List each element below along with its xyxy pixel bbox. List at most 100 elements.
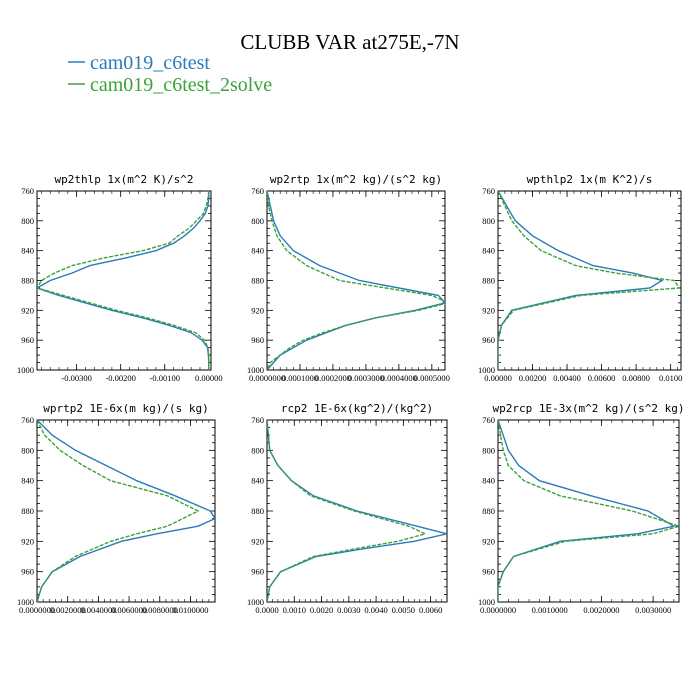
y-tick-label: 840 [482, 246, 495, 256]
y-tick-label: 880 [21, 276, 34, 286]
plot-frame [36, 419, 216, 603]
panel-1: wp2thlp 1x(m^2 K)/s^2 760 800 840 880 920 960 1… [17, 173, 223, 383]
y-tick-label: 880 [21, 506, 34, 516]
plot-frame [497, 419, 680, 603]
series-line-2 [267, 191, 445, 370]
panel-title: rcp2 1E-6x(kg^2)/(kg^2) [281, 402, 433, 415]
x-tick-label: 0.0020000 [583, 605, 619, 615]
y-tick-label: 960 [21, 335, 34, 345]
panels-group: wp2thlp 1x(m^2 K)/s^2 760 800 840 880 920 960 1… [17, 173, 685, 615]
series-line-1 [37, 420, 215, 602]
y-tick-label: 800 [251, 445, 264, 455]
y-tick-label: 920 [251, 536, 264, 546]
series-line-2 [267, 420, 428, 602]
panel-title: wp2thlp 1x(m^2 K)/s^2 [54, 173, 193, 186]
legend: cam019_c6test cam019_c6test_2solve [68, 52, 272, 96]
x-tick-label: 0.0002000 [315, 373, 351, 383]
x-tick-label: 0.0000000 [480, 605, 516, 615]
x-tick-label: 0.0030 [337, 605, 360, 615]
y-tick-label: 800 [251, 216, 264, 226]
x-tick-label: 0.0000000 [249, 373, 285, 383]
y-tick-label: 760 [251, 186, 264, 196]
x-tick-label: -0.00200 [105, 373, 135, 383]
x-tick-label: 0.00000 [484, 373, 512, 383]
y-tick-label: 880 [482, 276, 495, 286]
x-tick-label: 0.0001000 [282, 373, 318, 383]
y-tick-label: 760 [482, 186, 495, 196]
x-tick-label: 0.0000 [255, 605, 278, 615]
y-tick-label: 880 [482, 506, 495, 516]
x-tick-label: 0.0050 [392, 605, 415, 615]
x-tick-label: 0.00800 [622, 373, 650, 383]
y-tick-label: 760 [482, 415, 495, 425]
x-tick-label: 0.0040000 [80, 605, 116, 615]
y-tick-label: 840 [21, 246, 34, 256]
y-tick-label: 880 [251, 506, 264, 516]
y-tick-label: 920 [21, 305, 34, 315]
series-line-2 [498, 420, 679, 602]
x-tick-label: 0.00200 [519, 373, 547, 383]
x-tick-label: 0.0030000 [635, 605, 671, 615]
y-tick-label: 960 [482, 567, 495, 577]
y-tick-label: 920 [251, 305, 264, 315]
y-tick-label: 1000 [478, 365, 495, 375]
x-tick-label: 0.0004000 [381, 373, 417, 383]
x-tick-label: 0.0005000 [414, 373, 450, 383]
plot-frame [497, 190, 682, 371]
x-tick-label: 0.0080000 [142, 605, 178, 615]
y-tick-label: 760 [21, 415, 34, 425]
x-tick-label: 0.0000000 [19, 605, 55, 615]
y-tick-label: 960 [251, 567, 264, 577]
panel-6: wp2rcp 1E-3x(m^2 kg)/(s^2 kg)760 800 840 88… [478, 402, 685, 615]
series-line-1 [498, 420, 676, 602]
y-tick-label: 840 [251, 476, 264, 486]
y-tick-label: 840 [482, 476, 495, 486]
plot-frame [36, 190, 212, 371]
x-tick-label: -0.00100 [150, 373, 180, 383]
series-line-2 [37, 191, 210, 370]
x-tick-label: 0.0060000 [111, 605, 147, 615]
y-tick-label: 760 [21, 186, 34, 196]
y-tick-label: 880 [251, 276, 264, 286]
x-tick-label: 0.0060 [419, 605, 442, 615]
panel-title: wp2rcp 1E-3x(m^2 kg)/(s^2 kg) [492, 402, 684, 415]
y-tick-label: 1000 [478, 597, 495, 607]
y-tick-label: 800 [21, 216, 34, 226]
y-tick-label: 920 [482, 305, 495, 315]
x-tick-label: 0.0020000 [50, 605, 86, 615]
x-tick-label: 0.0003000 [348, 373, 384, 383]
y-tick-label: 840 [21, 476, 34, 486]
y-tick-label: 960 [21, 567, 34, 577]
x-tick-label: 0.00400 [553, 373, 581, 383]
panel-4: wprtp2 1E-6x(m kg)/(s kg) 760 800 840 880 920… [17, 402, 216, 615]
y-tick-label: 920 [21, 536, 34, 546]
y-tick-label: 1000 [17, 365, 34, 375]
x-tick-label: 0.00000 [195, 373, 223, 383]
plot-frame [266, 190, 446, 371]
x-tick-label: -0.00300 [61, 373, 91, 383]
panel-title: wpthlp2 1x(m K^2)/s [527, 173, 653, 186]
series-line-1 [498, 191, 664, 370]
panel-2: wp2rtp 1x(m^2 kg)/(s^2 kg) 760 800 840 880 92… [247, 173, 450, 383]
x-tick-label: 0.0010000 [532, 605, 568, 615]
y-tick-label: 1000 [247, 597, 264, 607]
series-line-2 [37, 420, 200, 602]
y-tick-label: 960 [251, 335, 264, 345]
y-tick-label: 760 [251, 415, 264, 425]
series-line-1 [37, 191, 210, 370]
y-tick-label: 960 [482, 335, 495, 345]
x-tick-label: 0.0020 [310, 605, 333, 615]
y-tick-label: 1000 [247, 365, 264, 375]
x-tick-label: 0.0040 [364, 605, 387, 615]
y-tick-label: 800 [482, 445, 495, 455]
series-line-1 [267, 191, 445, 370]
y-tick-label: 800 [21, 445, 34, 455]
y-tick-label: 1000 [17, 597, 34, 607]
panel-3: wpthlp2 1x(m K^2)/s 760 800 840 880 920 960 100… [478, 173, 682, 383]
y-tick-label: 800 [482, 216, 495, 226]
y-tick-label: 840 [251, 246, 264, 256]
legend-label-series-2: cam019_c6test_2solve [90, 74, 272, 96]
panel-5: rcp2 1E-6x(kg^2)/(kg^2) 760 800 840 880 920 96… [247, 402, 448, 615]
series-line-1 [267, 420, 447, 602]
